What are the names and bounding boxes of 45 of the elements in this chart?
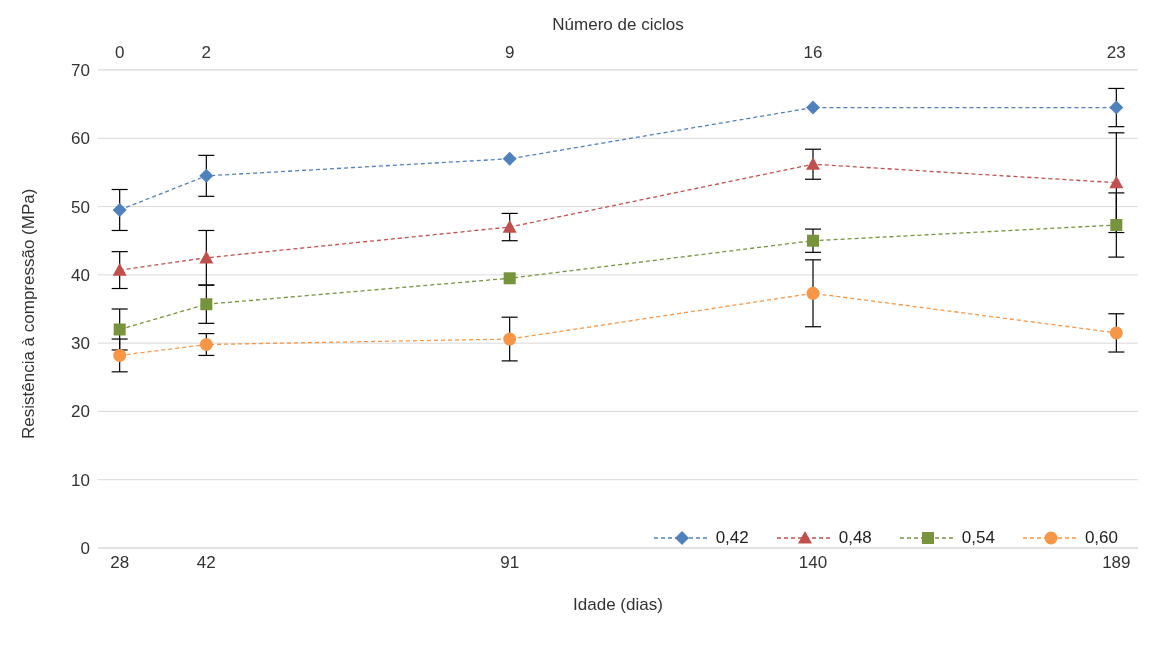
point	[112, 263, 127, 276]
point	[1109, 326, 1123, 340]
point	[1109, 100, 1124, 115]
x-tick-label: 189	[1102, 553, 1131, 573]
legend-label: 0,42	[715, 528, 749, 548]
legend-label: 0,48	[838, 528, 872, 548]
point	[199, 338, 213, 352]
point	[113, 323, 126, 336]
x-tick-label: 91	[500, 553, 520, 573]
point	[806, 286, 820, 300]
y-tick-label: 50	[71, 197, 90, 217]
legend-label: 0,60	[1084, 528, 1118, 548]
x2-axis-title: Número de ciclos	[552, 15, 684, 34]
x-tick-label: 28	[110, 553, 130, 573]
point	[807, 234, 819, 247]
point	[1109, 175, 1124, 189]
x2-tick-label: 2	[201, 43, 212, 62]
point	[199, 168, 214, 183]
x2-tick-label: 0	[114, 43, 125, 62]
y-tick-label: 30	[71, 334, 90, 354]
point	[806, 157, 820, 170]
point	[503, 332, 517, 346]
point	[1110, 219, 1123, 232]
point	[113, 348, 127, 362]
y-tick-label: 0	[80, 539, 90, 559]
point	[502, 220, 517, 233]
x-tick-label: 42	[196, 553, 216, 573]
point	[806, 100, 820, 115]
y-tick-label: 10	[71, 470, 90, 490]
legend-label: 0,54	[961, 528, 995, 548]
y-axis-title: Resistência à compressão (MPa)	[19, 188, 39, 439]
point	[502, 151, 517, 166]
x2-tick-label: 16	[803, 43, 823, 62]
x2-tick-label: 23	[1106, 43, 1126, 62]
x2-tick-label: 9	[504, 43, 515, 62]
y-tick-label: 60	[71, 129, 90, 149]
point	[503, 272, 516, 285]
x-tick-label: 140	[798, 553, 828, 573]
point	[200, 298, 213, 311]
y-tick-label: 20	[71, 402, 90, 422]
point	[112, 202, 127, 217]
point	[199, 250, 214, 264]
y-tick-label: 40	[71, 265, 90, 285]
x-axis-title: Idade (dias)	[573, 595, 663, 614]
y-tick-label: 70	[71, 61, 90, 81]
